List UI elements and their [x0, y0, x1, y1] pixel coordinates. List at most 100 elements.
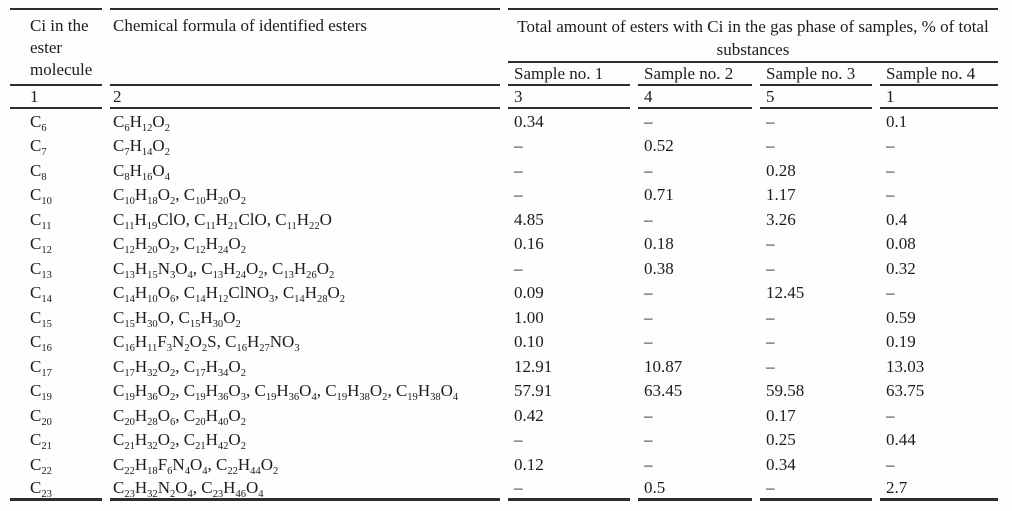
formula-list: C22H18F6N4O4, C22H44O2 — [113, 454, 279, 477]
table-row: C16 C16H11F3N2O2S, C16H27NO3 0.10 – – 0.19 — [10, 330, 998, 355]
sample-2-value: – — [644, 430, 653, 450]
sample-3-value: – — [766, 111, 775, 131]
formula-list: C21H32O2, C21H42O2 — [113, 430, 246, 453]
ci-label: C19 — [30, 381, 52, 404]
sample-4-value: 0.19 — [886, 332, 916, 352]
samples-group-header: Total amount of esters with Ci in the ga… — [508, 8, 998, 63]
ci-label: C22 — [30, 454, 52, 477]
formula-list: C20H28O6, C20H40O2 — [113, 405, 246, 428]
table-row: C11 C11H19ClO, C11H21ClO, C11H22O 4.85 – 3.2… — [10, 207, 998, 232]
table-row: C8 C8H16O4 – – 0.28 – — [10, 158, 998, 183]
column-number-1: 1 — [10, 86, 102, 109]
sample-3-value: – — [766, 234, 775, 254]
formula-list: C16H11F3N2O2S, C16H27NO3 — [113, 332, 300, 355]
sample-1-value: – — [514, 160, 523, 180]
sample-2-value: – — [644, 332, 653, 352]
sample-3-value: – — [760, 477, 872, 501]
sample-4-value: – — [886, 185, 895, 205]
ci-label: C6 — [30, 111, 47, 134]
sample-2-value: 0.18 — [644, 234, 674, 254]
table-row: C21 C21H32O2, C21H42O2 – – 0.25 0.44 — [10, 428, 998, 453]
column-number-2: 2 — [110, 86, 500, 109]
sample-3-value: 12.45 — [766, 283, 805, 303]
ci-label: C7 — [30, 136, 47, 159]
sample-4-value: 0.59 — [886, 307, 916, 327]
ci-label: C15 — [30, 307, 52, 330]
sample-2-value: – — [644, 454, 653, 474]
sample-1-value: – — [514, 258, 523, 278]
table-row: C14 C14H10O6, C14H12ClNO3, C14H28O2 0.09 – 1… — [10, 281, 998, 306]
table-row: C6 C6H12O2 0.34 – – 0.1 — [10, 109, 998, 134]
formula-list: C11H19ClO, C11H21ClO, C11H22O — [113, 209, 332, 232]
sample-2-value: 10.87 — [644, 356, 683, 376]
table-row: C17 C17H32O2, C17H34O2 12.91 10.87 – 13.03 — [10, 354, 998, 379]
sample-3-value: – — [766, 258, 775, 278]
sample-1-value: – — [514, 430, 523, 450]
sample-4-value: 0.32 — [886, 258, 916, 278]
sample-3-value: 1.17 — [766, 185, 796, 205]
sample-4-value: 0.4 — [886, 209, 908, 229]
sample-3-value: – — [766, 332, 775, 352]
sample-1-value: 4.85 — [514, 209, 544, 229]
column-number-5: 5 — [760, 86, 872, 109]
sample-2-value: 0.5 — [638, 477, 752, 501]
table-row: C22 C22H18F6N4O4, C22H44O2 0.12 – 0.34 – — [10, 452, 998, 477]
ci-label: C10 — [30, 185, 52, 208]
sample-4-value: 63.75 — [886, 381, 925, 401]
sample-3-value: 0.25 — [766, 430, 796, 450]
formula-list: C13H15N3O4, C13H24O2, C13H26O2 — [113, 258, 335, 281]
table-row: C10 C10H18O2, C10H20O2 – 0.71 1.17 – — [10, 183, 998, 208]
table-row: C23 C23H32N2O4, C23H46O4–0.5–2.7 — [10, 477, 998, 501]
ci-label: C17 — [30, 356, 52, 379]
sample-1-value: 0.16 — [514, 234, 544, 254]
column-number-3: 3 — [508, 86, 630, 109]
sample-4-value: 0.08 — [886, 234, 916, 254]
ci-label: C11 — [30, 209, 52, 232]
sample-1-value: 12.91 — [514, 356, 553, 376]
ci-label: C20 — [30, 405, 52, 428]
table-row: C20 C20H28O6, C20H40O2 0.42 – 0.17 – — [10, 403, 998, 428]
sample-2-value: 0.71 — [644, 185, 674, 205]
sample-3-value: – — [766, 356, 775, 376]
table-row: C13 C13H15N3O4, C13H24O2, C13H26O2 – 0.38 – 0… — [10, 256, 998, 281]
sample-4-value: – — [886, 160, 895, 180]
sample-4-header: Sample no. 4 — [880, 63, 998, 86]
formula-list: C19H36O2, C19H36O3, C19H36O4, C19H38O2, … — [113, 381, 459, 404]
esters-table: Ci in the ester molecule Chemical formul… — [2, 8, 1006, 501]
sample-4-value: – — [886, 405, 895, 425]
ci-label: C12 — [30, 234, 52, 257]
sample-2-value: – — [644, 209, 653, 229]
formula-list: C8H16O4 — [113, 160, 170, 183]
sample-1-value: 0.34 — [514, 111, 544, 131]
sample-2-value: 0.52 — [644, 136, 674, 156]
formula-list: C14H10O6, C14H12ClNO3, C14H28O2 — [113, 283, 346, 306]
ci-label: C8 — [30, 160, 47, 183]
sample-3-value: 59.58 — [766, 381, 805, 401]
sample-2-value: – — [644, 307, 653, 327]
ci-label: C23 — [10, 477, 102, 501]
sample-3-value: – — [766, 136, 775, 156]
sample-3-value: – — [766, 307, 775, 327]
sample-1-value: 0.42 — [514, 405, 544, 425]
ci-label: C21 — [30, 430, 52, 453]
sample-2-value: – — [644, 283, 653, 303]
formula-list: C17H32O2, C17H34O2 — [113, 356, 246, 379]
formula-list: C7H14O2 — [113, 136, 170, 159]
column-number-4: 4 — [638, 86, 752, 109]
sample-4-value: 2.7 — [880, 477, 998, 501]
table-row: C15 C15H30O, C15H30O2 1.00 – – 0.59 — [10, 305, 998, 330]
sample-1-value: – — [514, 136, 523, 156]
column-number-6: 1 — [880, 86, 998, 109]
sample-1-value: 1.00 — [514, 307, 544, 327]
sample-4-value: 0.1 — [886, 111, 908, 131]
ci-label: C13 — [30, 258, 52, 281]
sample-4-value: – — [886, 283, 895, 303]
sample-2-header: Sample no. 2 — [638, 63, 752, 86]
sample-1-value: 0.10 — [514, 332, 544, 352]
sample-2-value: – — [644, 111, 653, 131]
sample-4-value: 13.03 — [886, 356, 925, 376]
formula-list: C15H30O, C15H30O2 — [113, 307, 241, 330]
sample-1-value: – — [508, 477, 630, 501]
sample-1-value: 0.09 — [514, 283, 544, 303]
table-row: C7 C7H14O2 – 0.52 – – — [10, 134, 998, 159]
